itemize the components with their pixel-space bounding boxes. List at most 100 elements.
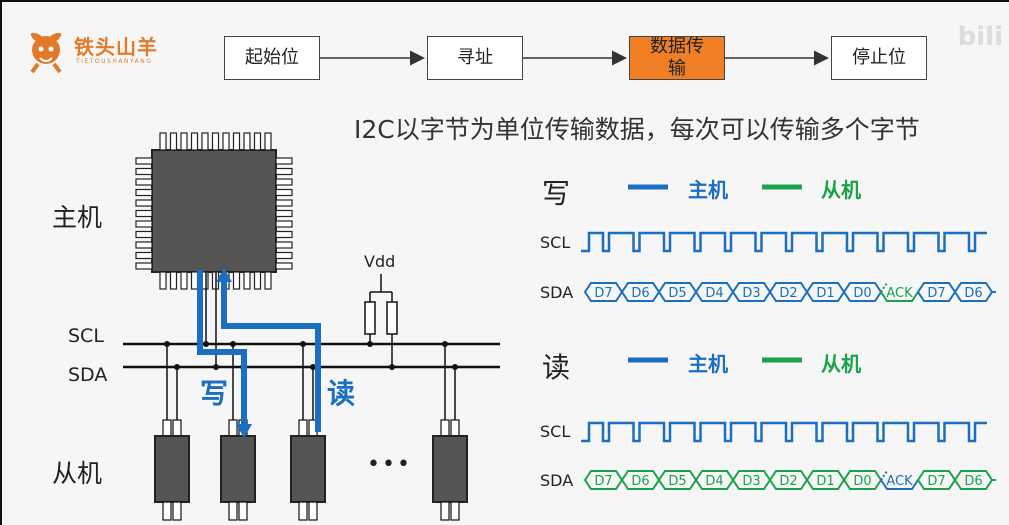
read-sda-label: SDA <box>540 471 574 490</box>
master-bus-connections <box>203 272 219 370</box>
goat-logo-icon <box>30 32 62 74</box>
bus-sda-label: SDA <box>68 364 108 386</box>
slave-device <box>432 341 468 521</box>
sda-bit-label: D7 <box>927 474 945 489</box>
read-section-title: 读 <box>542 351 571 384</box>
sda-bit-label: D7 <box>927 286 945 301</box>
chip-pin <box>135 230 153 239</box>
logo-name-en: TIETOUSHANYANG <box>76 58 153 65</box>
chip-pin <box>243 132 251 151</box>
chip-pin <box>201 132 209 151</box>
chip-pin <box>169 271 178 290</box>
bus-scl-label: SCL <box>68 325 104 347</box>
sda-bit-label: D7 <box>594 286 612 301</box>
write-arrow-label: 写 <box>200 377 229 410</box>
sda-bit-label: D6 <box>964 286 982 301</box>
chip-pin <box>264 271 272 290</box>
sda-bit-label: D2 <box>779 474 797 489</box>
chip-pin <box>180 271 188 290</box>
chip-pin <box>135 188 153 197</box>
chip-pin <box>135 262 153 270</box>
flow-step-data: 数据传输 <box>629 36 725 80</box>
sda-bit-label: D6 <box>631 286 649 301</box>
chip-pin <box>135 209 153 218</box>
logo-name-cn: 铁头山羊 <box>74 35 158 59</box>
chip-pin <box>135 241 153 249</box>
chip-pin <box>180 132 188 151</box>
sda-bit-label: D5 <box>668 474 686 489</box>
sda-bit-label: D1 <box>816 474 834 489</box>
chip-pin <box>253 271 262 290</box>
scl-signal <box>581 231 987 253</box>
sda-bit-label: D5 <box>668 286 686 301</box>
chip-pin <box>232 271 241 290</box>
resistor-sda <box>386 301 398 335</box>
slave-label: 从机 <box>52 459 103 488</box>
chip-pin <box>275 241 293 249</box>
read-legend-slave: 从机 <box>821 352 861 376</box>
chip-pin <box>275 188 293 197</box>
pull-up-resistors <box>364 274 398 370</box>
chip-pin <box>275 251 293 260</box>
chip-pin <box>135 199 153 207</box>
chip-pin <box>135 178 153 186</box>
write-legend-master: 主机 <box>688 178 728 202</box>
read-legend-master: 主机 <box>688 352 728 376</box>
write-sda-label: SDA <box>540 283 574 302</box>
read-path-arrow <box>216 268 321 432</box>
chip-pin <box>211 132 220 151</box>
watermark: bili <box>957 22 1003 52</box>
chip-pin <box>222 132 230 151</box>
chip-pin <box>275 167 293 176</box>
slave-device <box>290 341 326 521</box>
chip-pin <box>275 157 293 165</box>
read-sda-waveform: D7 D6 D5 D4 D3 D2 D1 D0 ACK D7 D6 <box>583 470 996 490</box>
chip-pin <box>159 132 167 151</box>
chip-pin <box>135 167 153 176</box>
scl-signal <box>581 421 987 443</box>
chip-pin <box>275 178 293 186</box>
sda-ack-cell <box>880 291 919 302</box>
sda-bit-label: ACK <box>886 286 913 301</box>
master-label: 主机 <box>52 203 103 232</box>
sda-bit-label: D7 <box>594 474 612 489</box>
chip-pin <box>253 132 262 151</box>
sda-bit-label: D6 <box>631 474 649 489</box>
chip-pin <box>135 157 153 165</box>
write-scl-waveform <box>581 231 987 253</box>
vdd-label: Vdd <box>364 252 396 271</box>
chip-pin <box>275 220 293 228</box>
sda-bit-label: D0 <box>853 474 871 489</box>
read-scl-label: SCL <box>540 422 571 441</box>
chip-pin <box>275 209 293 218</box>
write-legend-slave: 从机 <box>821 178 861 202</box>
headline: I2C以字节为单位传输数据，每次可以传输多个字节 <box>354 115 920 144</box>
chip-pin <box>169 132 178 151</box>
chip-pin <box>275 262 293 270</box>
flow-step-address: 寻址 <box>427 36 523 80</box>
chip-pin <box>190 271 199 290</box>
more-slaves-ellipsis: ••• <box>367 452 412 477</box>
chip-pin <box>190 132 199 151</box>
sda-bit-label: D6 <box>964 474 982 489</box>
sda-bit-label: D1 <box>816 286 834 301</box>
sda-bit-label: D4 <box>705 474 723 489</box>
flow-step-stop: 停止位 <box>831 36 927 80</box>
sda-bit-label: D3 <box>742 474 760 489</box>
sda-bit-label: D2 <box>779 286 797 301</box>
sda-bit-label: ACK <box>886 474 913 489</box>
chip-pin <box>135 220 153 228</box>
brand-logo: 铁头山羊 TIETOUSHANYANG <box>24 28 184 76</box>
resistor-scl <box>364 301 376 335</box>
chip-pin <box>135 251 153 260</box>
slave-device <box>154 341 190 521</box>
read-arrow-label: 读 <box>327 377 356 410</box>
chip-pin <box>159 271 167 290</box>
write-scl-label: SCL <box>540 233 571 252</box>
read-scl-waveform <box>581 421 987 443</box>
chip-pin <box>275 230 293 239</box>
write-section-title: 写 <box>542 177 571 210</box>
chip-pin <box>264 132 272 151</box>
write-path-arrow <box>197 270 252 438</box>
